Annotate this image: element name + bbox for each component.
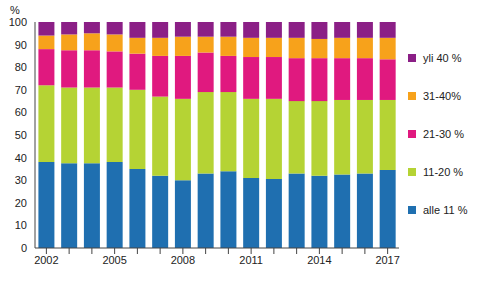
svg-text:50: 50: [15, 129, 27, 141]
svg-text:2005: 2005: [102, 254, 126, 266]
svg-text:2002: 2002: [34, 254, 58, 266]
svg-text:2011: 2011: [239, 254, 263, 266]
svg-text:2017: 2017: [375, 254, 399, 266]
html-text:alle 11 %: alle 11 %: [423, 204, 468, 216]
html-text:yli 40 %: yli 40 %: [423, 52, 462, 64]
svg-text:40: 40: [15, 152, 27, 164]
html-text:21-30 %: 21-30 %: [423, 128, 464, 140]
svg-text:0: 0: [21, 242, 27, 254]
html-text:11-20 %: 11-20 %: [423, 166, 464, 178]
svg-text:2008: 2008: [171, 254, 195, 266]
svg-text:80: 80: [15, 61, 27, 73]
svg-text:2014: 2014: [307, 254, 331, 266]
svg-text:100: 100: [9, 16, 27, 28]
svg-text:70: 70: [15, 84, 27, 96]
svg-text:90: 90: [15, 39, 27, 51]
svg-text:20: 20: [15, 197, 27, 209]
svg-text:60: 60: [15, 106, 27, 118]
html-text:31-40%: 31-40%: [423, 90, 461, 102]
svg-text:30: 30: [15, 174, 27, 186]
svg-text:10: 10: [15, 219, 27, 231]
